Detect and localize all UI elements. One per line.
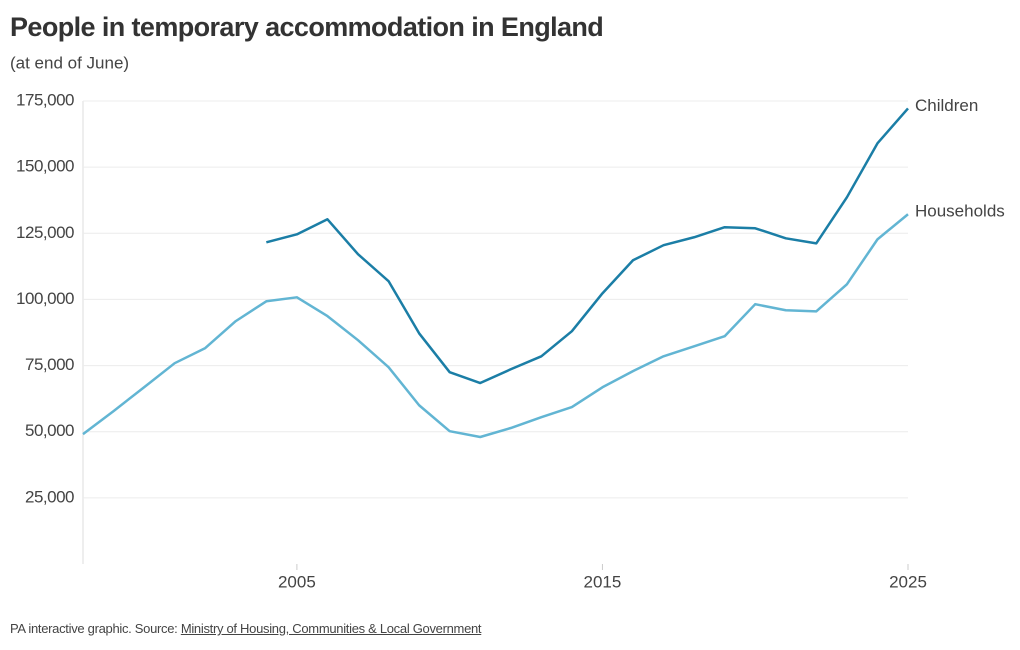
legend-label: Households (915, 202, 1005, 221)
chart: People in temporary accommodation in Eng… (10, 12, 1005, 591)
source-prefix: PA interactive graphic. Source: (10, 621, 178, 636)
source-link[interactable]: Ministry of Housing, Communities & Local… (180, 621, 482, 636)
y-tick-label: 50,000 (25, 421, 74, 440)
series-line (82, 213, 909, 439)
y-tick-label: 150,000 (16, 157, 74, 176)
x-tick-label: 2025 (889, 572, 927, 591)
y-tick-label: 100,000 (16, 289, 74, 308)
y-tick-label: 75,000 (25, 355, 74, 374)
y-tick-label: 25,000 (25, 487, 74, 506)
series-line (266, 107, 909, 385)
y-tick-label: 125,000 (16, 223, 74, 242)
x-tick-label: 2005 (278, 572, 316, 591)
y-tick-label: 175,000 (16, 90, 74, 109)
footer: PA interactive graphic. Source: Ministry… (10, 621, 482, 636)
legend-label: Children (915, 96, 978, 115)
chart-title: People in temporary accommodation in Eng… (10, 12, 603, 42)
chart-subtitle: (at end of June) (10, 53, 129, 72)
x-tick-label: 2015 (584, 572, 622, 591)
